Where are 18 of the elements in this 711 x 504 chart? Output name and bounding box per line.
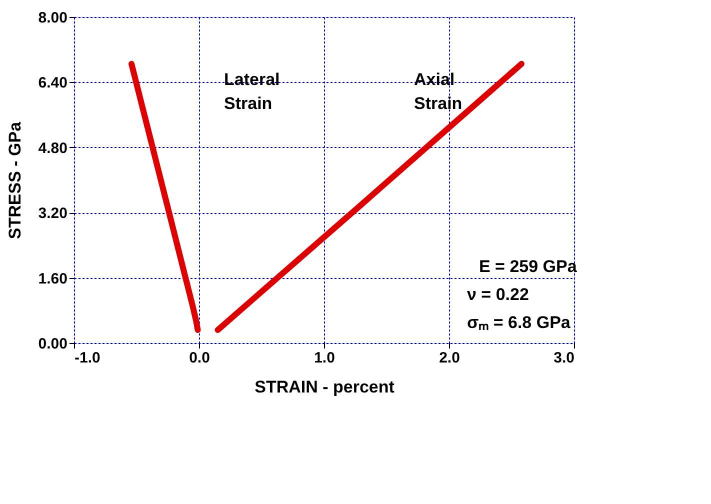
y-tick-label: 0.00 xyxy=(38,336,68,352)
y-tick-label: 3.20 xyxy=(38,205,68,222)
x-tick-label: 0.0 xyxy=(189,350,210,366)
y-tick-label: 8.00 xyxy=(38,10,68,26)
annotation: Lateral Strain xyxy=(224,70,280,113)
x-tick-label: 1.0 xyxy=(314,350,335,366)
y-tick-label: 4.80 xyxy=(38,140,68,157)
x-tick-label: 3.0 xyxy=(554,350,574,366)
x-axis-title: STRAIN - percent xyxy=(254,378,395,396)
y-tick-label: 6.40 xyxy=(38,74,68,92)
annotation: σₘ = 6.8 GPa xyxy=(467,313,571,332)
x-tick-label: -1.0 xyxy=(74,350,100,366)
y-tick-label: 1.60 xyxy=(38,270,68,288)
annotation: Axial Strain xyxy=(414,70,462,113)
x-tick-label: 2.0 xyxy=(439,350,460,366)
y-axis-title: STRESS - GPa xyxy=(5,121,24,240)
annotation: E = 259 GPa xyxy=(479,257,578,276)
annotation: ν = 0.22 xyxy=(467,285,529,304)
